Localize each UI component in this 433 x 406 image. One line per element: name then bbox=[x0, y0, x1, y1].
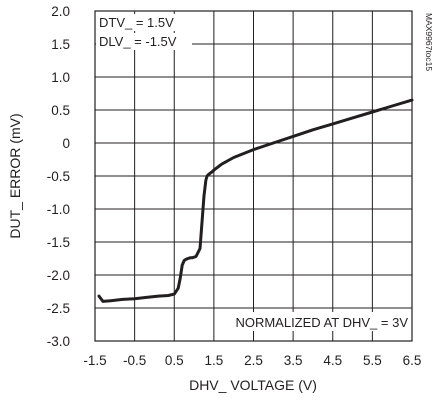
x-tick-label: 1.5 bbox=[204, 353, 223, 368]
y-tick-label: 1.0 bbox=[51, 70, 70, 85]
y-axis-title: DUT_ ERROR (mV) bbox=[7, 113, 23, 238]
y-tick-label: 0 bbox=[62, 136, 70, 151]
grid bbox=[95, 11, 412, 341]
x-tick-labels: -1.5 -0.5 0.5 1.5 2.5 3.5 4.5 5.5 6.5 bbox=[83, 353, 421, 368]
normalized-annotation: NORMALIZED AT DHV_ = 3V bbox=[235, 315, 408, 330]
x-tick-label: 0.5 bbox=[165, 353, 184, 368]
y-tick-label: 2.0 bbox=[51, 4, 70, 19]
y-tick-label: -1.5 bbox=[47, 235, 70, 250]
x-tick-label: 5.5 bbox=[363, 353, 382, 368]
series-line bbox=[97, 98, 414, 303]
y-tick-label: -2.0 bbox=[47, 268, 70, 283]
dtv-label-background bbox=[96, 14, 176, 31]
figure-id-label: MAX9967toc15 bbox=[424, 13, 433, 71]
x-tick-label: 3.5 bbox=[284, 353, 303, 368]
dlv-annotation: DLV_ = -1.5V bbox=[99, 34, 177, 49]
y-tick-label: -3.0 bbox=[47, 334, 70, 349]
x-tick-label: -0.5 bbox=[123, 353, 146, 368]
dlv-label-background bbox=[96, 33, 192, 50]
x-tick-label: -1.5 bbox=[83, 353, 106, 368]
figure-id-background bbox=[417, 11, 429, 87]
series-layer bbox=[97, 98, 414, 303]
y-tick-label: 0.5 bbox=[51, 103, 70, 118]
x-tick-label: 2.5 bbox=[244, 353, 263, 368]
x-tick-label: 4.5 bbox=[323, 353, 342, 368]
x-tick-label: 6.5 bbox=[403, 353, 422, 368]
dtv-annotation: DTV_ = 1.5V bbox=[99, 15, 174, 30]
y-tick-label: -1.0 bbox=[47, 202, 70, 217]
x-axis-title: DHV_ VOLTAGE (V) bbox=[189, 377, 317, 393]
normalized-label-background bbox=[218, 312, 410, 331]
y-tick-labels: 2.0 1.5 1.0 0.5 0 -0.5 -1.0 -1.5 -2.0 -2.5 -3.0 bbox=[47, 4, 70, 349]
y-tick-label: -0.5 bbox=[47, 169, 70, 184]
plot-frame bbox=[94, 10, 413, 342]
y-tick-label: 1.5 bbox=[51, 37, 70, 52]
y-tick-label: -2.5 bbox=[47, 301, 70, 316]
